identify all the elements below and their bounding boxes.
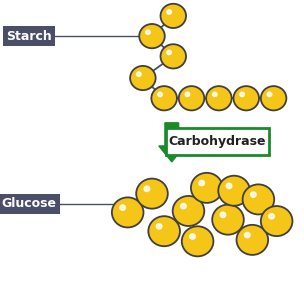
Circle shape	[267, 92, 272, 97]
FancyArrow shape	[159, 123, 185, 162]
Circle shape	[144, 186, 150, 192]
Circle shape	[243, 184, 274, 214]
Circle shape	[130, 66, 156, 90]
Circle shape	[156, 224, 162, 229]
Circle shape	[226, 183, 232, 189]
Circle shape	[139, 24, 165, 48]
Circle shape	[167, 50, 171, 55]
Circle shape	[261, 86, 286, 110]
Circle shape	[161, 4, 186, 28]
Circle shape	[136, 72, 141, 76]
Circle shape	[185, 92, 190, 97]
Circle shape	[237, 225, 268, 255]
FancyBboxPatch shape	[166, 128, 269, 155]
Text: Carbohydrase: Carbohydrase	[169, 135, 266, 148]
Circle shape	[179, 86, 204, 110]
Circle shape	[240, 92, 244, 97]
Circle shape	[190, 234, 195, 239]
Circle shape	[233, 86, 259, 110]
Circle shape	[148, 216, 180, 246]
Circle shape	[250, 192, 256, 197]
Circle shape	[112, 197, 143, 227]
Circle shape	[212, 205, 244, 235]
Circle shape	[151, 86, 177, 110]
Text: Starch: Starch	[6, 30, 52, 42]
Circle shape	[146, 30, 150, 34]
Circle shape	[167, 10, 171, 14]
Circle shape	[261, 206, 292, 236]
Circle shape	[191, 173, 223, 203]
Circle shape	[269, 214, 275, 219]
Circle shape	[173, 196, 204, 226]
Text: Glucose: Glucose	[2, 197, 56, 210]
Circle shape	[220, 212, 226, 218]
Circle shape	[244, 232, 250, 238]
Circle shape	[136, 179, 168, 209]
Circle shape	[212, 92, 217, 97]
Circle shape	[120, 205, 126, 210]
Circle shape	[199, 180, 205, 186]
Circle shape	[182, 226, 213, 256]
Circle shape	[158, 92, 162, 97]
Circle shape	[181, 203, 186, 209]
Circle shape	[161, 44, 186, 68]
Circle shape	[206, 86, 232, 110]
Circle shape	[218, 176, 250, 206]
